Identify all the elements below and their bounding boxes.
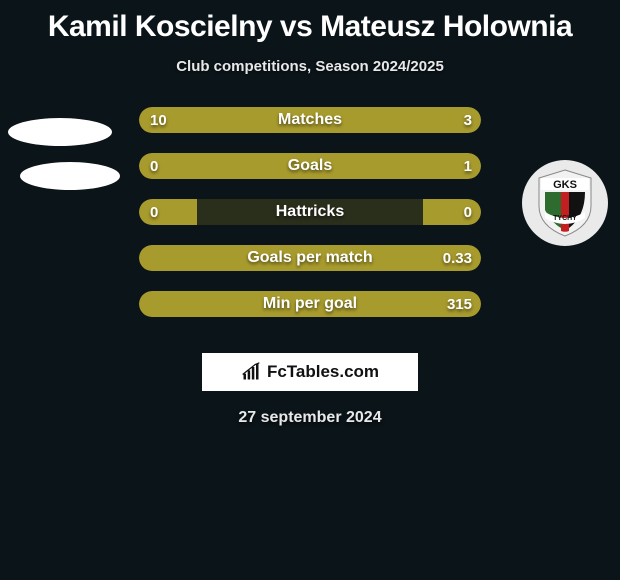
stat-bar-track: Matches: [139, 107, 481, 133]
barchart-icon: [241, 362, 261, 382]
stat-bar-left: [139, 107, 389, 133]
stat-bar-right: [197, 153, 481, 179]
stat-bar-track: Goals: [139, 153, 481, 179]
stat-value-right: 0.33: [443, 245, 472, 271]
stat-value-right: 3: [464, 107, 472, 133]
stat-value-right: 315: [447, 291, 472, 317]
stat-row: Hattricks0 0: [0, 199, 620, 245]
snapshot-date: 27 september 2024: [0, 409, 620, 427]
stat-row: Goals per match0.33: [0, 245, 620, 291]
stat-bar-left: [139, 199, 197, 225]
stat-row: Min per goal315: [0, 291, 620, 337]
stat-bar-track: Hattricks: [139, 199, 481, 225]
stat-bar-track: Goals per match: [139, 245, 481, 271]
stat-bar-left: [139, 245, 255, 271]
stat-bar-right: [423, 199, 481, 225]
stat-value-left: 10: [150, 107, 167, 133]
stat-value-right: 0: [464, 199, 472, 225]
stat-bar-track: Min per goal: [139, 291, 481, 317]
stat-row: Goals0 1: [0, 153, 620, 199]
comparison-title: Kamil Koscielny vs Mateusz Holownia: [0, 0, 620, 44]
stat-row: Matches10 3: [0, 107, 620, 153]
stat-bar-left: [139, 153, 197, 179]
stat-value-left: 0: [150, 153, 158, 179]
stat-rows: Matches103Goals01Hattricks00Goals per ma…: [0, 107, 620, 337]
stat-value-left: 0: [150, 199, 158, 225]
fctables-logo[interactable]: FcTables.com: [202, 353, 418, 391]
stat-bar-left: [139, 291, 283, 317]
logo-text: FcTables.com: [267, 362, 379, 382]
stat-value-right: 1: [464, 153, 472, 179]
comparison-subtitle: Club competitions, Season 2024/2025: [0, 58, 620, 75]
